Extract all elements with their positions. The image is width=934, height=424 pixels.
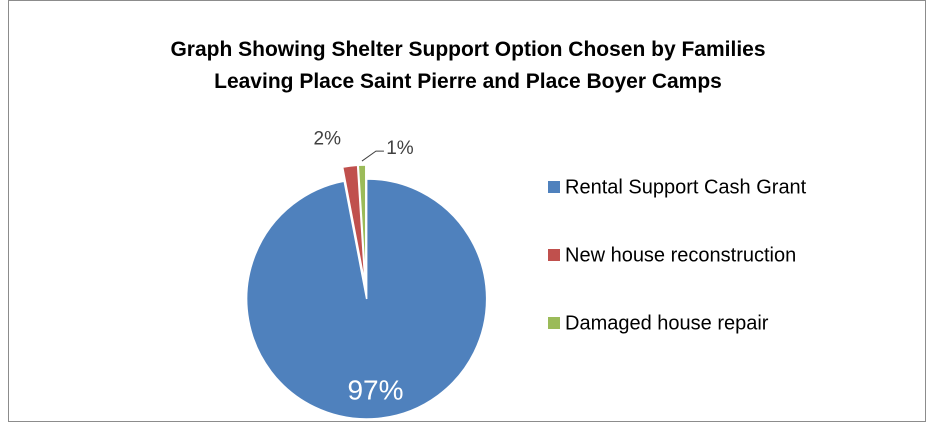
pie-slice — [245, 178, 488, 420]
legend-swatch — [548, 249, 560, 261]
legend-label: New house reconstruction — [565, 244, 796, 266]
legend-swatch — [548, 317, 560, 329]
pie-slice — [357, 164, 367, 286]
data-label: 1% — [386, 138, 414, 159]
chart-frame — [8, 0, 926, 422]
data-label: 2% — [314, 128, 342, 149]
legend-swatch — [548, 181, 560, 193]
leader-line — [361, 150, 384, 162]
data-label: 97% — [347, 375, 403, 406]
chart-title: Graph Showing Shelter Support Option Cho… — [170, 38, 766, 93]
legend-label: Damaged house repair — [565, 312, 769, 334]
legend-label: Rental Support Cash Grant — [565, 176, 807, 198]
